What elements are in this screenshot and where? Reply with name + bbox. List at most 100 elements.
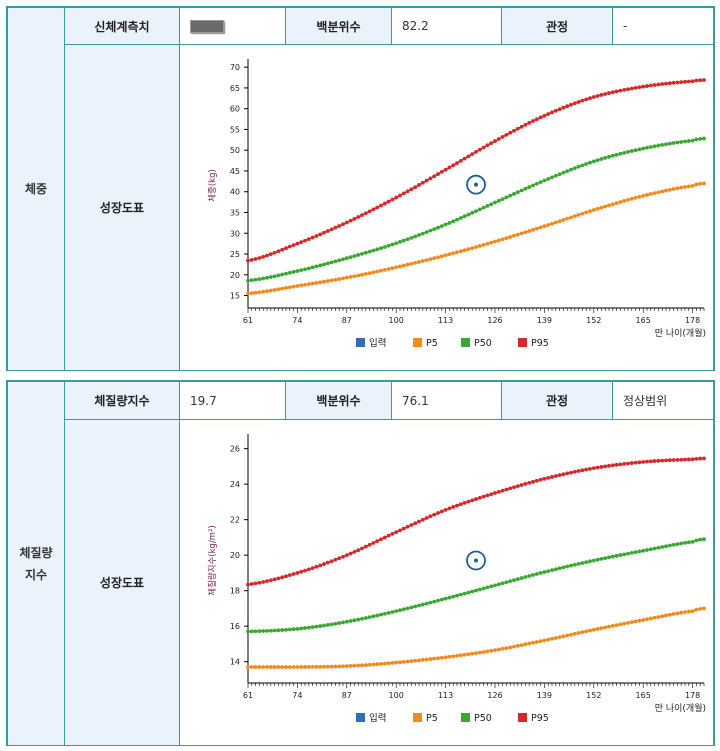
series-point — [588, 628, 592, 633]
series-point — [607, 91, 611, 95]
category-weight: 체중 — [7, 7, 65, 371]
series-point — [436, 656, 440, 661]
series-point — [276, 287, 281, 292]
series-point — [698, 456, 703, 461]
series-point — [401, 238, 406, 243]
input-point-center — [474, 182, 478, 187]
series-point — [257, 290, 262, 295]
series-point — [424, 178, 429, 183]
category-bmi-label: 체질량 지수 — [19, 545, 53, 582]
series-point — [265, 253, 269, 258]
y-tick-label: 24 — [230, 480, 240, 489]
series-point — [508, 193, 513, 198]
series-point — [686, 457, 691, 462]
series-point — [246, 258, 250, 263]
series-point — [493, 139, 497, 143]
series-point — [679, 541, 684, 546]
series-point — [633, 550, 638, 555]
legend-label: P5 — [426, 338, 438, 349]
series-point — [382, 535, 387, 540]
growth-chart-cell: 15 20 25 30 35 40 45 50 55 60 65 70 61 74 87 100 113 126 1… — [179, 44, 714, 371]
series-point — [481, 494, 486, 499]
series-point — [360, 251, 364, 256]
series-point — [576, 164, 581, 169]
series-point — [405, 659, 410, 664]
series-point — [455, 161, 459, 165]
series-point — [618, 553, 623, 557]
series-point — [508, 579, 513, 584]
series-point — [523, 642, 528, 647]
series-point — [329, 227, 334, 232]
series-point — [428, 257, 433, 262]
series-point — [664, 188, 668, 193]
series-point — [390, 242, 395, 247]
series-point — [455, 653, 459, 658]
series-point — [341, 276, 345, 281]
series-point — [268, 665, 273, 669]
series-point — [295, 241, 300, 246]
series-point — [291, 270, 296, 274]
series-point — [284, 286, 288, 290]
series-point — [675, 80, 680, 85]
x-tick-label: 165 — [636, 316, 651, 325]
series-point — [310, 265, 315, 270]
series-point — [310, 281, 315, 286]
series-point — [276, 665, 281, 669]
bmi-panel: 체질량 지수 체질량지수 19.7 백분위수 76.1 관정 정상범위 성장도표… — [6, 380, 715, 746]
series-point — [523, 575, 528, 579]
series-point — [515, 126, 520, 131]
series-point — [257, 277, 262, 282]
series-point — [610, 153, 615, 158]
x-tick-label: 178 — [685, 316, 700, 325]
series-point — [493, 239, 497, 244]
series-point — [702, 181, 706, 186]
series-point — [398, 240, 402, 244]
x-tick-label: 74 — [292, 316, 302, 325]
series-point — [690, 609, 695, 613]
series-point — [660, 458, 665, 463]
series-point — [432, 599, 437, 604]
series-point — [686, 184, 691, 189]
series-point — [382, 267, 387, 272]
series-point — [671, 542, 676, 547]
series-point — [280, 286, 285, 291]
series-point — [591, 558, 596, 563]
series-p95 — [246, 78, 706, 263]
series-point — [287, 573, 292, 578]
series-point — [493, 648, 497, 653]
series-point — [565, 104, 570, 109]
series-point — [436, 511, 440, 515]
series-point — [553, 108, 558, 113]
series-point — [295, 284, 300, 288]
series-point — [667, 81, 672, 86]
series-point — [694, 78, 699, 83]
series-point — [500, 646, 505, 651]
series-point — [291, 243, 296, 248]
series-point — [455, 593, 459, 598]
series-point — [512, 128, 516, 133]
series-point — [698, 537, 703, 542]
series-point — [683, 79, 687, 84]
series-point — [458, 592, 463, 597]
series-point — [417, 260, 421, 264]
y-tick-label: 20 — [230, 551, 240, 560]
series-point — [504, 487, 509, 492]
series-point — [474, 209, 478, 214]
series-point — [314, 281, 319, 285]
series-point — [645, 193, 649, 197]
series-point — [466, 652, 471, 657]
series-point — [405, 189, 410, 194]
series-point — [375, 205, 380, 210]
series-point — [318, 563, 323, 568]
series-point — [295, 571, 300, 575]
series-point — [299, 240, 304, 245]
series-point — [550, 110, 554, 115]
series-point — [379, 268, 383, 273]
series-point — [496, 489, 501, 494]
series-point — [318, 624, 323, 628]
series-point — [496, 582, 501, 587]
series-point — [417, 658, 421, 663]
series-point — [436, 598, 440, 603]
series-point — [405, 237, 410, 242]
series-point — [702, 606, 706, 611]
